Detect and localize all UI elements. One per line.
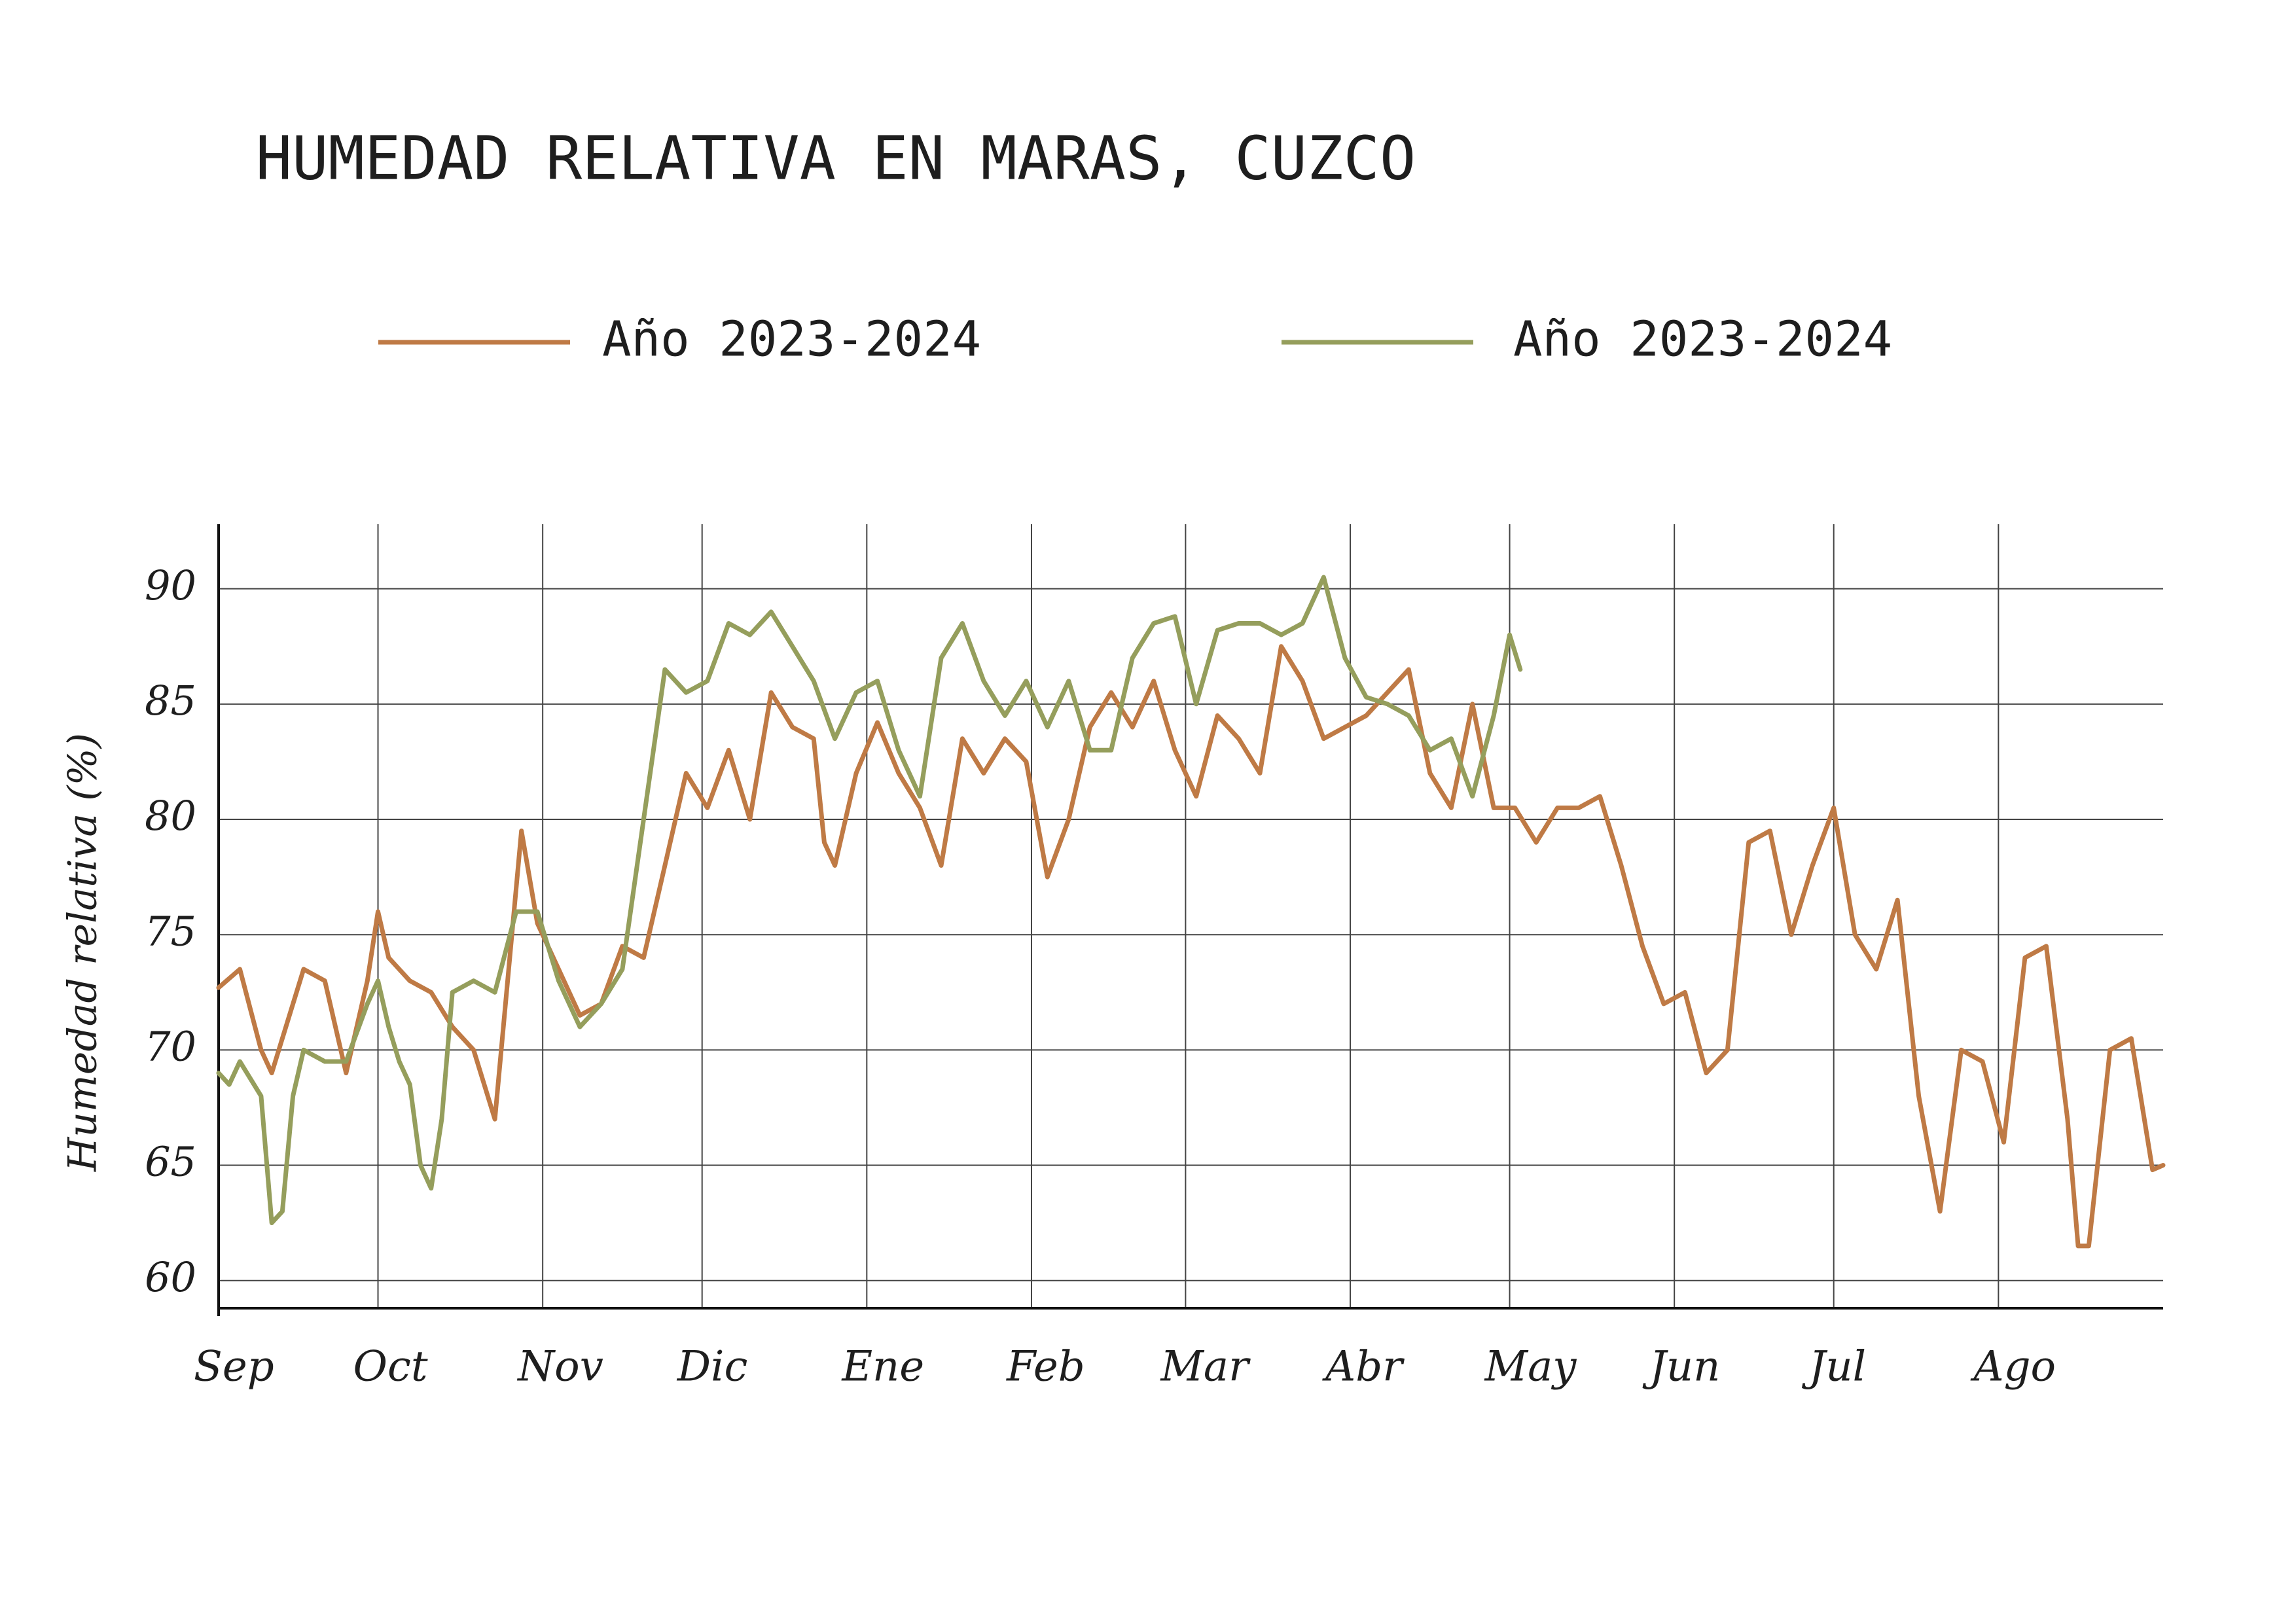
y-tick-label: 75: [145, 907, 196, 955]
y-tick-label: 65: [145, 1138, 196, 1186]
data-line: [216, 575, 1523, 1226]
y-tick-label: 85: [145, 677, 196, 724]
y-axis-label: Humedad relativa (%): [60, 733, 106, 1172]
x-tick-label: Oct: [353, 1343, 428, 1391]
x-tick-label: Ene: [841, 1343, 924, 1391]
x-tick-label: Dic: [677, 1343, 748, 1391]
x-tick-label: Feb: [1006, 1343, 1085, 1391]
y-tick-label: 90: [145, 562, 196, 609]
x-tick-label: Jul: [1802, 1343, 1866, 1391]
data-line: [216, 644, 2166, 1249]
x-tick-label: Ago: [1970, 1343, 2056, 1391]
y-tick-label: 60: [145, 1253, 196, 1301]
x-tick-label: Abr: [1322, 1343, 1405, 1391]
x-tick-label: May: [1484, 1343, 1577, 1391]
y-tick-label: 70: [145, 1022, 196, 1070]
y-tick-label: 80: [145, 792, 196, 840]
legend-label: Año 2023-2024: [1513, 312, 1892, 368]
x-tick-label: Jun: [1642, 1343, 1720, 1391]
x-tick-label: Nov: [516, 1343, 603, 1391]
x-tick-label: Mar: [1160, 1343, 1251, 1391]
x-tick-label: Sep: [194, 1343, 274, 1391]
chart-title: HUMEDAD RELATIVA EN MARAS, CUZCO: [256, 123, 1416, 193]
legend-label: Año 2023-2024: [602, 312, 981, 368]
